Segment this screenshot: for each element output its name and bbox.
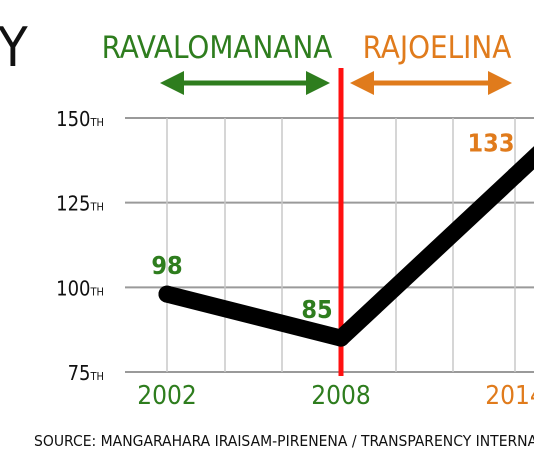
x-tick-label-0: 2002 (137, 381, 197, 411)
data-point-1 (332, 329, 350, 347)
title-fragment: Y (0, 16, 28, 79)
period-label-rajoelina: RAJOELINA (363, 30, 512, 66)
data-point-2 (506, 167, 524, 185)
period-arrow-rajoelina (350, 71, 512, 95)
period-label-ravalomanana: RAVALOMANANA (102, 30, 333, 66)
point-labels: 98 85 133 (151, 129, 514, 325)
x-tick-label-2: 2014 (485, 381, 534, 411)
y-tick-label-2: 100TH (56, 276, 104, 300)
y-tick-label-3: 75TH (68, 361, 104, 385)
y-axis: 150TH 125TH 100TH 75TH (56, 107, 104, 385)
data-label-1: 85 (301, 295, 332, 324)
x-tick-label-1: 2008 (311, 381, 371, 411)
x-axis: 2002 2008 2014 (137, 381, 534, 411)
y-tick-label-1: 125TH (56, 192, 104, 216)
data-label-0: 98 (151, 251, 182, 280)
series-layer (158, 146, 534, 347)
y-tick-label-0: 150TH (56, 107, 104, 131)
series-line (158, 146, 534, 347)
data-point-0 (158, 285, 176, 303)
period-arrow-ravalomanana (160, 71, 330, 95)
source-note: SOURCE: MANGARAHARA IRAISAM-PIRENENA / T… (34, 432, 534, 450)
data-label-2: 133 (468, 129, 515, 158)
